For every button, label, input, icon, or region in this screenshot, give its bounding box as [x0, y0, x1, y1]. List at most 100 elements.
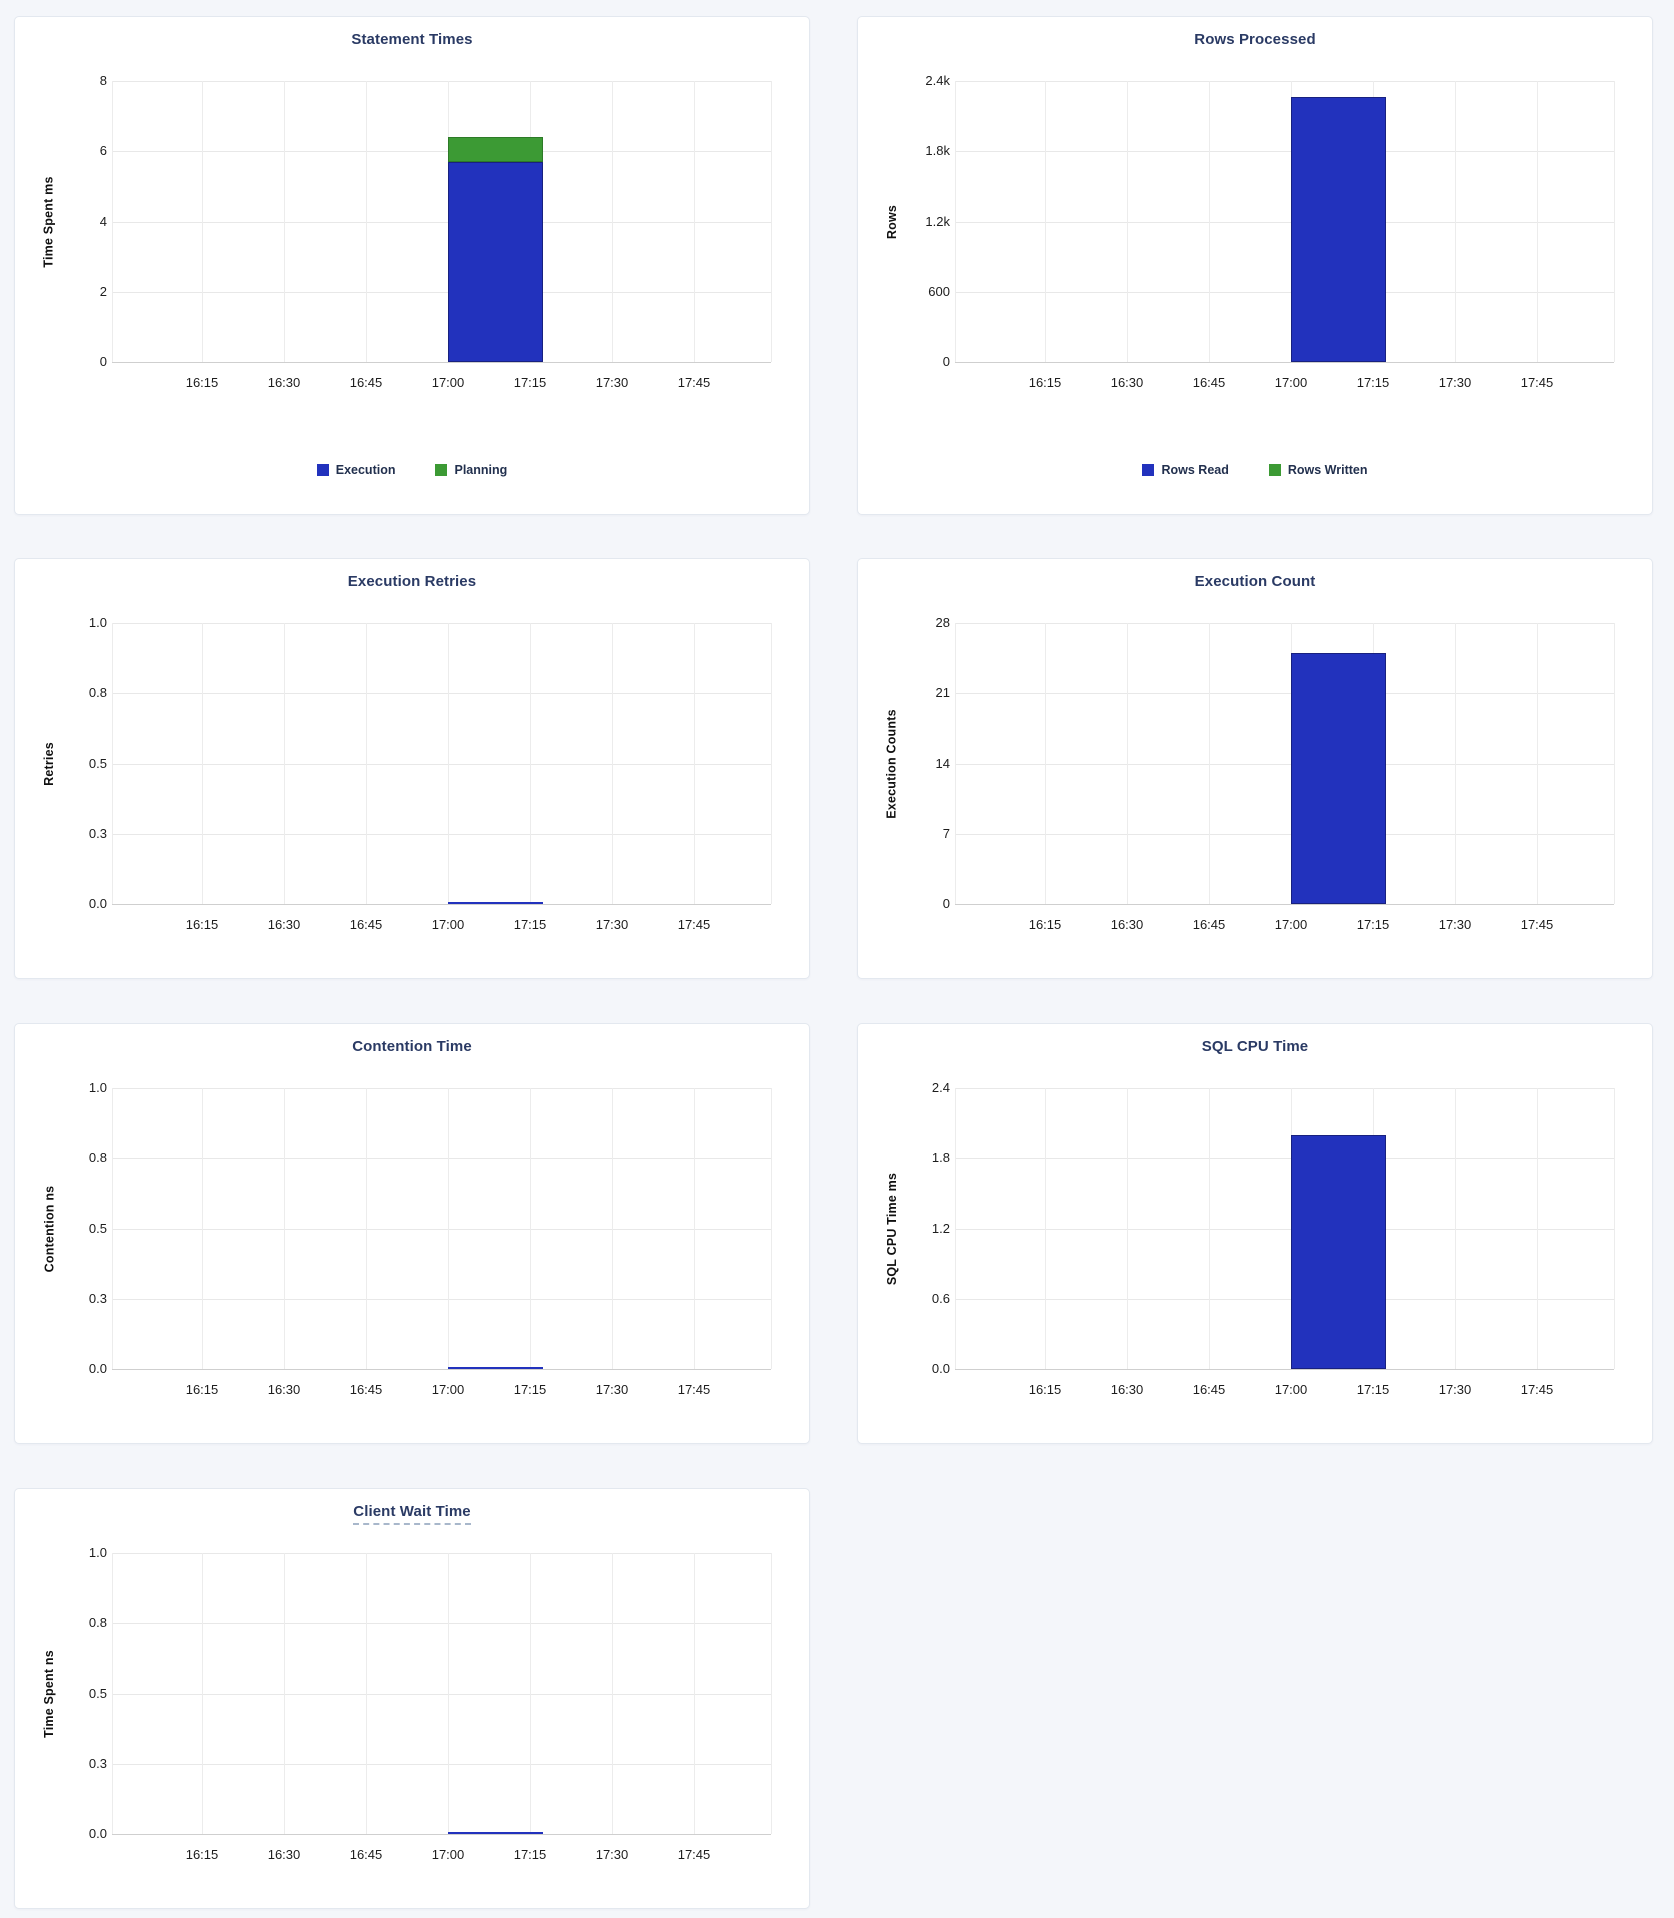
- v-gridline: [1537, 623, 1538, 904]
- v-gridline: [112, 81, 113, 362]
- h-gridline: [955, 1229, 1614, 1230]
- x-tick-label: 16:45: [1192, 375, 1226, 390]
- h-gridline: [112, 1764, 771, 1765]
- v-gridline: [612, 1553, 613, 1834]
- v-gridline: [1127, 623, 1128, 904]
- x-tick-label: 17:15: [1356, 917, 1390, 932]
- chart-card-execution-retries: Execution Retries Retries 1.0 0.8 0.5 0.3 0.…: [14, 558, 810, 979]
- h-gridline: [112, 292, 771, 293]
- x-axis-line: [955, 362, 1614, 363]
- v-gridline: [284, 81, 285, 362]
- plot-area: 28 21 14 7 0 16:15 16:30 16:45 17:00 17:15 17:30 17…: [858, 559, 1652, 978]
- plot-area: 1.0 0.8 0.5 0.3 0.0 16:15 16:30 16:45 17:00 17:15…: [15, 1489, 809, 1908]
- chart-card-execution-count: Execution Count Execution Counts 28 21 14 7…: [857, 558, 1653, 979]
- x-tick-label: 16:45: [1192, 1382, 1226, 1397]
- x-tick-label: 16:30: [267, 1847, 301, 1862]
- x-tick-label: 16:45: [349, 1382, 383, 1397]
- legend-swatch-rows-read: [1142, 464, 1155, 476]
- h-gridline: [955, 1088, 1614, 1089]
- h-gridline: [955, 151, 1614, 152]
- y-tick-label: 1.8k: [925, 143, 950, 158]
- legend-label: Rows Written: [1287, 463, 1368, 477]
- y-tick-label: 1.0: [88, 615, 107, 630]
- v-gridline: [284, 1553, 285, 1834]
- x-tick-label: 17:30: [1438, 375, 1472, 390]
- chart-title-text: SQL CPU Time: [1201, 1038, 1309, 1055]
- x-tick-label: 16:45: [349, 375, 383, 390]
- y-tick-label: 0.0: [88, 1826, 107, 1841]
- y-tick-label: 2.4k: [925, 73, 950, 88]
- x-tick-label: 16:30: [267, 375, 301, 390]
- legend-swatch-execution: [316, 464, 329, 476]
- v-gridline: [955, 1088, 956, 1369]
- y-tick-label: 28: [935, 615, 950, 630]
- x-tick-label: 17:30: [595, 375, 629, 390]
- v-gridline: [1614, 623, 1615, 904]
- y-tick-label: 21: [935, 685, 950, 700]
- x-axis-line: [955, 1369, 1614, 1370]
- y-tick-label: 0: [99, 354, 107, 369]
- x-tick-label: 16:15: [185, 917, 219, 932]
- h-gridline: [955, 693, 1614, 694]
- chart-card-client-wait-time: Client Wait Time Time Spent ns 1.0 0.8 0.5…: [14, 1488, 810, 1909]
- h-gridline: [112, 1229, 771, 1230]
- v-gridline: [1455, 623, 1456, 904]
- x-tick-label: 16:45: [1192, 917, 1226, 932]
- v-gridline: [448, 623, 449, 904]
- x-tick-label: 17:00: [1274, 375, 1308, 390]
- v-gridline: [284, 1088, 285, 1369]
- v-gridline: [366, 623, 367, 904]
- y-tick-label: 0.0: [931, 1361, 950, 1376]
- y-tick-label: 0.8: [88, 1615, 107, 1630]
- chart-legend: Execution Planning: [15, 463, 809, 477]
- y-tick-label: 600: [928, 284, 950, 299]
- legend-label: Execution: [335, 463, 396, 477]
- x-tick-label: 17:30: [595, 1382, 629, 1397]
- h-gridline: [112, 1694, 771, 1695]
- y-tick-label: 1.2: [931, 1221, 950, 1236]
- chart-card-sql-cpu-time: SQL CPU Time SQL CPU Time ms 2.4 1.8 1.2 0.…: [857, 1023, 1653, 1444]
- x-tick-label: 16:30: [267, 917, 301, 932]
- zero-value-line: [448, 902, 543, 904]
- x-tick-label: 17:30: [1438, 1382, 1472, 1397]
- x-tick-label: 17:45: [1520, 1382, 1554, 1397]
- h-gridline: [112, 1553, 771, 1554]
- bar-segment-execution: [448, 162, 543, 362]
- v-gridline: [1537, 1088, 1538, 1369]
- x-tick-label: 17:45: [1520, 917, 1554, 932]
- v-gridline: [1209, 1088, 1210, 1369]
- y-tick-label: 1.0: [88, 1080, 107, 1095]
- v-gridline: [1045, 81, 1046, 362]
- chart-card-rows-processed: Rows Processed Rows 2.4k 1.8k 1.2k 600 0 16:1…: [857, 16, 1653, 515]
- v-gridline: [366, 1553, 367, 1834]
- bar-segment-planning: [448, 137, 543, 162]
- y-tick-label: 6: [99, 143, 107, 158]
- chart-title-tooltip-trigger[interactable]: Client Wait Time: [353, 1503, 471, 1525]
- v-gridline: [1614, 81, 1615, 362]
- x-tick-label: 17:15: [513, 1382, 547, 1397]
- x-axis-line: [955, 904, 1614, 905]
- v-gridline: [1127, 1088, 1128, 1369]
- chart-title-text: Execution Retries: [347, 573, 477, 590]
- legend-swatch-rows-written: [1268, 464, 1281, 476]
- v-gridline: [694, 623, 695, 904]
- y-tick-label: 0.8: [88, 685, 107, 700]
- chart-title: Statement Times: [15, 31, 809, 48]
- y-tick-label: 2: [99, 284, 107, 299]
- y-tick-label: 4: [99, 214, 107, 229]
- bar-segment-sql-cpu-time: [1291, 1135, 1386, 1369]
- v-gridline: [284, 623, 285, 904]
- zero-value-line: [448, 1367, 543, 1369]
- v-gridline: [1127, 81, 1128, 362]
- x-tick-label: 17:15: [513, 1847, 547, 1862]
- bar-segment-rows-read: [1291, 97, 1386, 362]
- chart-title-text: Contention Time: [352, 1038, 472, 1055]
- x-tick-label: 17:00: [1274, 917, 1308, 932]
- v-gridline: [771, 623, 772, 904]
- h-gridline: [112, 693, 771, 694]
- x-tick-label: 16:15: [185, 375, 219, 390]
- x-axis-line: [112, 362, 771, 363]
- y-tick-label: 0: [942, 354, 950, 369]
- h-gridline: [955, 834, 1614, 835]
- h-gridline: [112, 834, 771, 835]
